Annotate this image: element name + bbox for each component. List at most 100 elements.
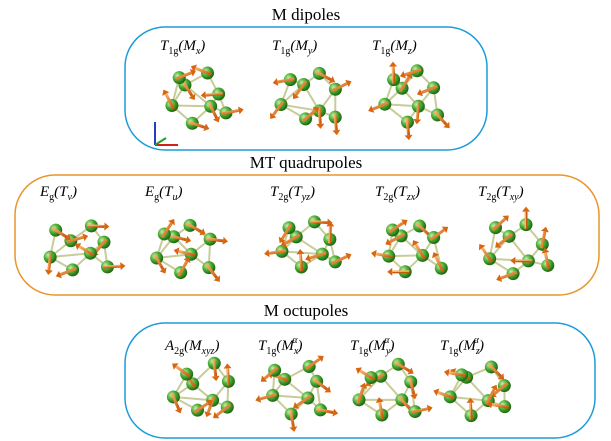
moment-arrow xyxy=(333,113,338,131)
group-box xyxy=(124,322,596,439)
label-arg: (M xyxy=(290,38,309,54)
moment-arrow xyxy=(305,357,321,371)
moment-arrow xyxy=(289,409,295,428)
arrow-head xyxy=(522,206,531,212)
arrow-head xyxy=(345,252,352,260)
arrow-head xyxy=(413,118,422,125)
arrow-head xyxy=(292,92,300,100)
arrow-head xyxy=(120,262,126,271)
arrow-head xyxy=(496,274,503,282)
moment-arrow xyxy=(394,360,411,373)
label-sub: xyz xyxy=(201,346,215,357)
moment-arrow xyxy=(500,270,518,280)
label-sub: y xyxy=(385,346,391,357)
moment-arrow xyxy=(410,407,429,414)
moment-arrow xyxy=(328,226,332,244)
arrow-head xyxy=(204,411,212,418)
moment-arrow xyxy=(268,249,287,255)
label-arg: (T xyxy=(288,184,303,200)
label-arg: (M xyxy=(390,38,409,54)
label-sub: 1g xyxy=(448,346,458,357)
label-head: T xyxy=(258,338,268,354)
moment-arrow xyxy=(378,401,384,420)
arrow-head xyxy=(416,88,424,97)
arrow-head xyxy=(359,382,368,389)
group-box xyxy=(124,26,488,151)
arrow-head xyxy=(270,112,277,120)
label-sub: 2g xyxy=(278,192,288,203)
moment-arrow xyxy=(206,237,224,243)
arrow-head xyxy=(399,70,406,79)
label-arg: (T xyxy=(54,184,69,200)
arrow-head xyxy=(199,228,206,236)
arrow-head xyxy=(200,91,206,100)
arrow-head xyxy=(255,395,262,403)
label-sup: α xyxy=(474,335,480,346)
label-head: T xyxy=(270,184,280,200)
arrow-head xyxy=(441,226,449,234)
label-arg: (T xyxy=(159,184,174,200)
label-sub: x xyxy=(293,346,299,357)
arrow-head xyxy=(55,270,62,279)
moment-arrow xyxy=(372,101,390,111)
moment-arrow xyxy=(420,84,438,94)
label-sub: yz xyxy=(301,192,310,203)
moment-arrow xyxy=(391,66,396,84)
moment-arrow xyxy=(188,120,206,129)
label-sup: α xyxy=(384,335,390,346)
arrow-head xyxy=(368,105,375,113)
molecule xyxy=(478,206,555,282)
moment-arrow xyxy=(414,243,426,260)
moment-arrow xyxy=(212,359,218,377)
molecule xyxy=(150,218,229,282)
arrow-head xyxy=(466,397,475,403)
moment-arrow xyxy=(160,222,173,239)
arrow-head xyxy=(185,235,192,244)
molecule xyxy=(368,61,450,141)
moment-arrow xyxy=(398,76,411,93)
arrow-head xyxy=(433,388,440,397)
arrow-head xyxy=(541,247,550,254)
arrow-head xyxy=(332,129,341,136)
label-sub: z xyxy=(475,346,480,357)
moment-arrow xyxy=(263,366,279,380)
irrep-label: T1g(Mzα) xyxy=(440,335,484,357)
arrow-head xyxy=(412,240,420,247)
moment-arrow xyxy=(87,224,105,228)
label-close: ) xyxy=(71,184,77,200)
arrow-head xyxy=(64,233,71,241)
arrow-head xyxy=(410,393,418,400)
arrow-head xyxy=(223,363,232,369)
label-sub: u xyxy=(173,192,178,203)
moment-arrow xyxy=(284,233,301,245)
moment-arrow xyxy=(66,235,84,244)
label-close: ) xyxy=(478,338,484,354)
label-head: T xyxy=(375,184,385,200)
arrow-head xyxy=(172,363,179,370)
moment-arrow xyxy=(78,245,95,257)
moment-arrow xyxy=(294,80,308,96)
arrow-head xyxy=(173,247,180,256)
arrow-head xyxy=(443,121,450,129)
moment-arrow xyxy=(226,368,231,386)
moment-arrow xyxy=(277,77,295,84)
arrow-head xyxy=(490,384,498,391)
arrow-head xyxy=(222,236,229,245)
moment-arrow xyxy=(315,70,332,81)
arrow-head xyxy=(272,78,279,86)
moment-arrow xyxy=(205,263,218,279)
moment-arrow xyxy=(272,100,285,116)
arrow-head xyxy=(213,411,220,419)
label-close: ) xyxy=(411,38,417,54)
arrow-head xyxy=(443,368,450,377)
arrow-head xyxy=(238,106,244,115)
moment-arrow xyxy=(437,390,455,400)
arrow-head xyxy=(278,236,286,244)
label-head: T xyxy=(372,38,382,54)
label-close: ) xyxy=(389,338,395,354)
arrow-head xyxy=(355,367,363,375)
molecule xyxy=(43,219,126,279)
moment-arrow xyxy=(178,249,196,257)
moment-arrow xyxy=(404,68,422,77)
moment-arrow xyxy=(491,402,509,409)
